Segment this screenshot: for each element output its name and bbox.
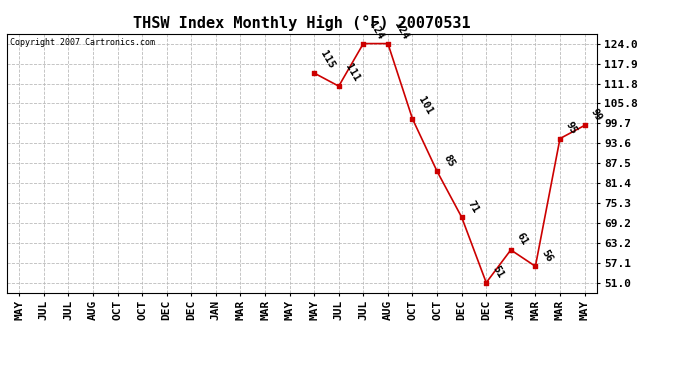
Point — [407, 116, 418, 122]
Text: 115: 115 — [318, 49, 336, 70]
Point — [481, 280, 492, 286]
Text: 85: 85 — [441, 153, 456, 168]
Text: 71: 71 — [466, 199, 481, 214]
Title: THSW Index Monthly High (°F) 20070531: THSW Index Monthly High (°F) 20070531 — [133, 15, 471, 31]
Text: 99: 99 — [589, 107, 604, 123]
Text: 51: 51 — [491, 264, 505, 280]
Point — [505, 247, 516, 253]
Text: 101: 101 — [417, 95, 435, 116]
Point — [579, 123, 590, 129]
Text: 124: 124 — [392, 20, 410, 41]
Point — [456, 214, 467, 220]
Point — [431, 168, 442, 174]
Point — [555, 135, 566, 141]
Point — [308, 70, 319, 76]
Text: Copyright 2007 Cartronics.com: Copyright 2007 Cartronics.com — [10, 38, 155, 46]
Text: 56: 56 — [540, 248, 555, 264]
Point — [333, 83, 344, 89]
Point — [382, 40, 393, 46]
Text: 124: 124 — [368, 20, 386, 41]
Text: 61: 61 — [515, 231, 530, 247]
Point — [358, 40, 369, 46]
Point — [530, 263, 541, 269]
Text: 111: 111 — [343, 62, 361, 83]
Text: 95: 95 — [564, 120, 579, 136]
